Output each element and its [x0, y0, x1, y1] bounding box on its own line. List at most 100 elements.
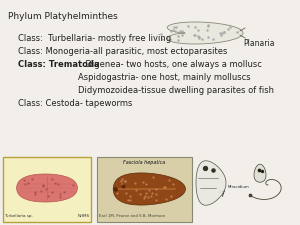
Point — [219, 33, 224, 37]
Point — [146, 188, 151, 192]
Point — [119, 179, 124, 182]
Point — [193, 25, 198, 29]
Point — [211, 168, 215, 172]
Text: Class:  Turbellaria- mostly free living: Class: Turbellaria- mostly free living — [18, 34, 171, 43]
Point — [33, 192, 38, 196]
Bar — [97, 157, 192, 222]
Point — [138, 192, 143, 196]
Point — [70, 184, 75, 187]
Point — [58, 196, 62, 199]
Point — [41, 184, 46, 188]
Point — [133, 181, 138, 185]
Text: Phylum Platyhelminthes: Phylum Platyhelminthes — [8, 12, 118, 21]
Point — [26, 181, 30, 184]
Point — [202, 166, 207, 170]
Point — [159, 37, 164, 40]
Point — [151, 175, 155, 179]
Point — [22, 178, 27, 182]
Point — [128, 198, 133, 202]
Point — [169, 194, 174, 198]
Polygon shape — [113, 173, 185, 205]
Point — [61, 190, 66, 194]
Point — [114, 191, 119, 195]
Point — [185, 24, 190, 28]
Point — [112, 188, 116, 191]
Point — [226, 27, 230, 31]
Point — [143, 191, 148, 195]
Point — [53, 181, 58, 185]
Text: NHMS: NHMS — [78, 214, 90, 218]
Point — [154, 187, 159, 191]
Point — [134, 188, 139, 192]
Point — [56, 182, 60, 185]
Point — [221, 31, 226, 34]
Point — [195, 28, 200, 32]
Point — [128, 195, 133, 198]
Point — [168, 37, 173, 40]
Point — [123, 179, 128, 183]
Point — [148, 194, 153, 198]
Point — [162, 185, 167, 189]
Point — [58, 192, 63, 196]
Point — [140, 180, 145, 183]
Point — [196, 34, 201, 38]
Point — [146, 195, 151, 199]
Point — [167, 178, 172, 181]
Bar — [3, 157, 91, 222]
Text: Class: Trematoda: Class: Trematoda — [18, 60, 100, 69]
Point — [205, 28, 209, 32]
Point — [227, 25, 232, 29]
Point — [158, 32, 163, 36]
Point — [23, 182, 28, 186]
Point — [206, 24, 210, 27]
Text: Class: Cestoda- tapeworms: Class: Cestoda- tapeworms — [18, 99, 132, 108]
Point — [153, 198, 158, 202]
Point — [178, 30, 183, 33]
Text: Didymozoidea-tissue dwelling parasites of fish: Didymozoidea-tissue dwelling parasites o… — [78, 86, 274, 95]
Polygon shape — [167, 22, 243, 44]
Point — [143, 183, 148, 186]
Point — [197, 36, 202, 39]
Point — [30, 177, 35, 180]
Text: Turbellaria sp.: Turbellaria sp. — [4, 214, 33, 218]
Point — [172, 26, 176, 29]
Text: Fasciola hepatica: Fasciola hepatica — [123, 160, 166, 165]
Point — [119, 178, 124, 181]
Polygon shape — [16, 174, 77, 202]
Point — [174, 26, 178, 29]
Point — [180, 29, 184, 33]
Point — [211, 37, 216, 41]
Point — [173, 29, 178, 33]
Point — [142, 194, 147, 198]
Point — [154, 192, 159, 195]
Point — [180, 34, 184, 37]
Point — [197, 35, 202, 39]
Point — [260, 169, 264, 173]
Point — [49, 190, 54, 194]
Point — [119, 182, 124, 185]
Text: Miracidium: Miracidium — [228, 185, 250, 189]
Point — [164, 197, 168, 201]
Point — [222, 30, 227, 34]
Text: Aspidogastria- one host, mainly molluscs: Aspidogastria- one host, mainly molluscs — [78, 73, 250, 82]
Point — [171, 182, 176, 186]
Point — [50, 178, 54, 181]
Point — [176, 38, 181, 42]
Text: Class: Monogeria-all parasitic, most ectoparasites: Class: Monogeria-all parasitic, most ect… — [18, 47, 227, 56]
Point — [112, 187, 117, 191]
Point — [124, 192, 129, 195]
Point — [168, 29, 173, 33]
Point — [171, 29, 176, 32]
Text: : Digenea- two hosts, one always a mollusc: : Digenea- two hosts, one always a mollu… — [80, 60, 262, 69]
Point — [256, 168, 261, 172]
Point — [219, 31, 224, 35]
Point — [149, 191, 154, 194]
Point — [121, 184, 125, 188]
Point — [206, 24, 211, 27]
Point — [247, 193, 252, 197]
Text: Planaria: Planaria — [243, 39, 274, 48]
Polygon shape — [196, 161, 226, 205]
Point — [38, 189, 43, 192]
Point — [206, 35, 210, 38]
Point — [123, 179, 128, 182]
